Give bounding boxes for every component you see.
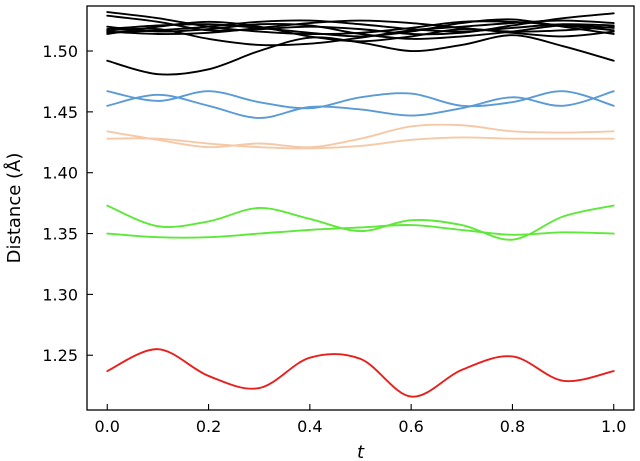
- y-tick-label: 1.50: [42, 42, 78, 61]
- series-line-12: [106, 123, 615, 149]
- series-line-4: [106, 18, 615, 38]
- series-line-7: [106, 20, 615, 43]
- series-line-6: [106, 19, 615, 34]
- x-tick-label: 0.8: [500, 417, 525, 436]
- series-line-15: [106, 224, 615, 239]
- series-line-13: [106, 136, 615, 150]
- y-tick-label: 1.25: [42, 346, 78, 365]
- x-tick-label: 0.4: [297, 417, 322, 436]
- series-line-11: [106, 90, 615, 119]
- x-tick-label: 0.0: [95, 417, 120, 436]
- y-tick-label: 1.40: [42, 164, 78, 183]
- x-tick-label: 0.6: [398, 417, 423, 436]
- x-tick-label: 1.0: [601, 417, 626, 436]
- x-tick-label: 0.2: [196, 417, 221, 436]
- x-axis-label: t: [357, 442, 365, 461]
- y-tick-label: 1.35: [42, 225, 78, 244]
- y-axis-label: Distance (Å): [3, 153, 25, 264]
- series-line-5: [106, 19, 615, 35]
- plot-frame: [86, 5, 635, 411]
- x-axis-ticks: 0.0 0.2 0.4 0.6 0.8 1.0: [95, 404, 626, 436]
- y-tick-label: 1.45: [42, 103, 78, 122]
- series-lines: [106, 11, 615, 398]
- series-line-9: [106, 34, 615, 76]
- y-axis-ticks: 1.25 1.30 1.35 1.40 1.45 1.50: [42, 42, 93, 365]
- y-tick-label: 1.30: [42, 285, 78, 304]
- series-line-16: [106, 348, 615, 398]
- series-line-8: [106, 19, 615, 47]
- series-line-3: [106, 22, 615, 40]
